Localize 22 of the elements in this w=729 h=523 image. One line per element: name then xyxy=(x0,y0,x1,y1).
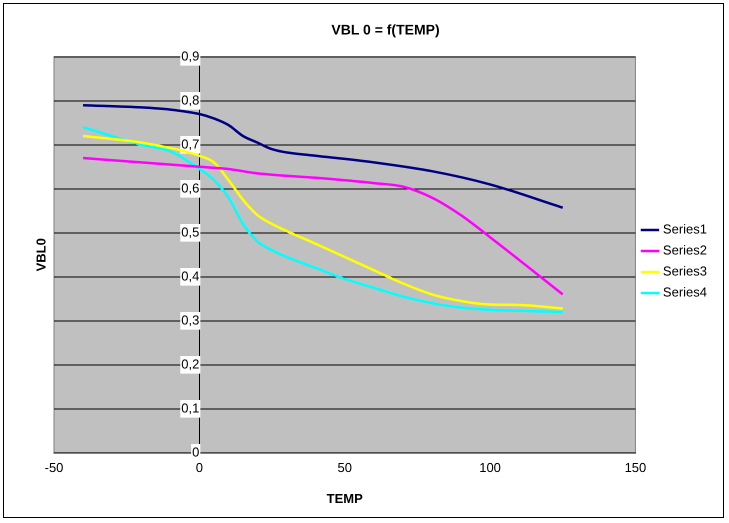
line-series xyxy=(82,156,564,296)
legend-label: Series4 xyxy=(662,284,707,300)
legend-label: Series3 xyxy=(662,264,707,279)
y-tick-label: 0,5 xyxy=(181,224,200,240)
x-axis-title: TEMP xyxy=(326,490,364,506)
y-tick-label: 0,2 xyxy=(181,356,200,372)
y-tick-label: 0 xyxy=(192,444,200,460)
y-tick-label: 0,1 xyxy=(181,400,200,416)
legend-label: Series2 xyxy=(662,242,707,258)
x-tick-label: 100 xyxy=(479,460,501,476)
x-tick-label: 150 xyxy=(624,460,646,476)
y-tick-label: 0,7 xyxy=(181,136,200,152)
legend-label: Series1 xyxy=(662,222,707,237)
chart-title: VBL 0 = f(TEMP) xyxy=(331,21,440,38)
y-tick-label: 0,4 xyxy=(181,268,200,284)
y-axis-title: VBL0 xyxy=(34,238,49,272)
x-tick-label: -50 xyxy=(44,460,64,476)
y-tick-label: 0,6 xyxy=(181,180,200,196)
y-tick-label: 0,9 xyxy=(181,48,200,64)
y-tick-label: 0,3 xyxy=(181,312,200,328)
y-tick-label: 0,8 xyxy=(181,92,200,108)
x-tick-label: 50 xyxy=(337,460,352,476)
